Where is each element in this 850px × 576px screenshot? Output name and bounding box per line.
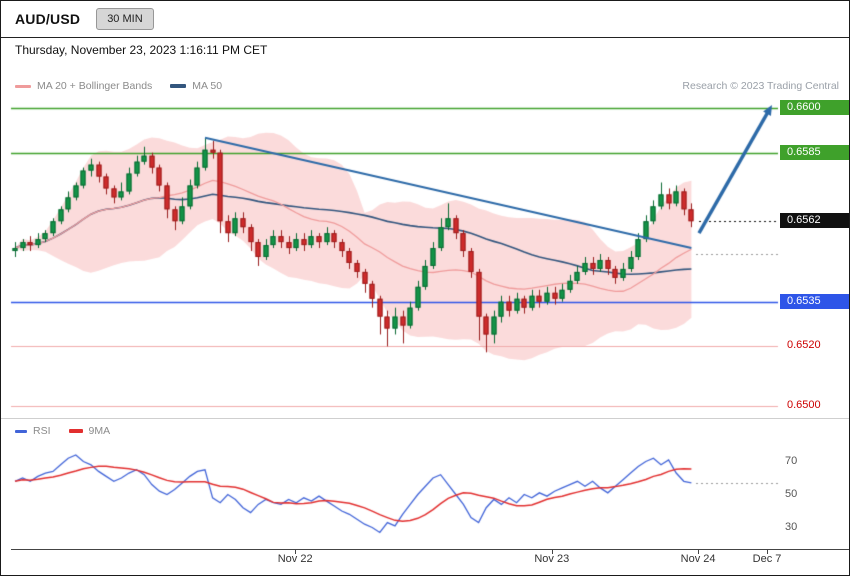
time-axis-label-nov-24: Nov 24: [680, 553, 716, 565]
ma50-legend-label: MA 50: [192, 80, 223, 92]
chart-header: AUD/USD 30 MIN: [1, 1, 849, 38]
time-axis-tick: [551, 550, 553, 554]
research-credit: Research © 2023 Trading Central: [682, 80, 839, 92]
price-level-label-0.6585: 0.6585: [780, 144, 849, 160]
price-level-label-0.6520: 0.6520: [787, 339, 821, 352]
rsi-swatch-icon: [15, 429, 27, 433]
time-axis-line: [11, 549, 849, 550]
rsi-axis-label-30: 30: [785, 520, 798, 533]
rsi-legend-label: RSI: [33, 425, 51, 437]
ma20-legend-label: MA 20 + Bollinger Bands: [37, 80, 153, 92]
time-axis-tick: [295, 550, 297, 554]
price-level-label-0.6562: 0.6562: [780, 213, 849, 229]
time-axis-label-dec-7: Dec 7: [752, 553, 782, 565]
ma20-bollinger-swatch-icon: [15, 84, 31, 88]
price-level-label-0.6600: 0.6600: [780, 100, 849, 115]
timeframe-badge[interactable]: 30 MIN: [96, 8, 154, 30]
time-axis-label-nov-23: Nov 23: [534, 553, 570, 565]
ma9-swatch-icon: [68, 429, 83, 433]
rsi-axis-label-70: 70: [785, 454, 798, 467]
time-axis-tick: [767, 550, 769, 554]
rsi-axis-label-50: 50: [785, 487, 798, 500]
chart-datetime: Thursday, November 23, 2023 1:16:11 PM C…: [15, 43, 268, 57]
pair-title: AUD/USD: [15, 11, 81, 27]
ma9-legend-label: 9MA: [88, 425, 111, 437]
ma50-swatch-icon: [170, 84, 187, 88]
price-level-label-0.6500: 0.6500: [787, 399, 821, 411]
main-chart-legend: MA 20 + Bollinger Bands MA 50 Research ©…: [15, 80, 839, 92]
time-axis-tick: [698, 550, 700, 554]
rsi-legend: RSI 9MA: [15, 425, 110, 437]
rsi-divider: [1, 418, 849, 419]
price-level-label-0.6535: 0.6535: [780, 293, 849, 309]
time-axis-label-nov-22: Nov 22: [277, 553, 313, 565]
